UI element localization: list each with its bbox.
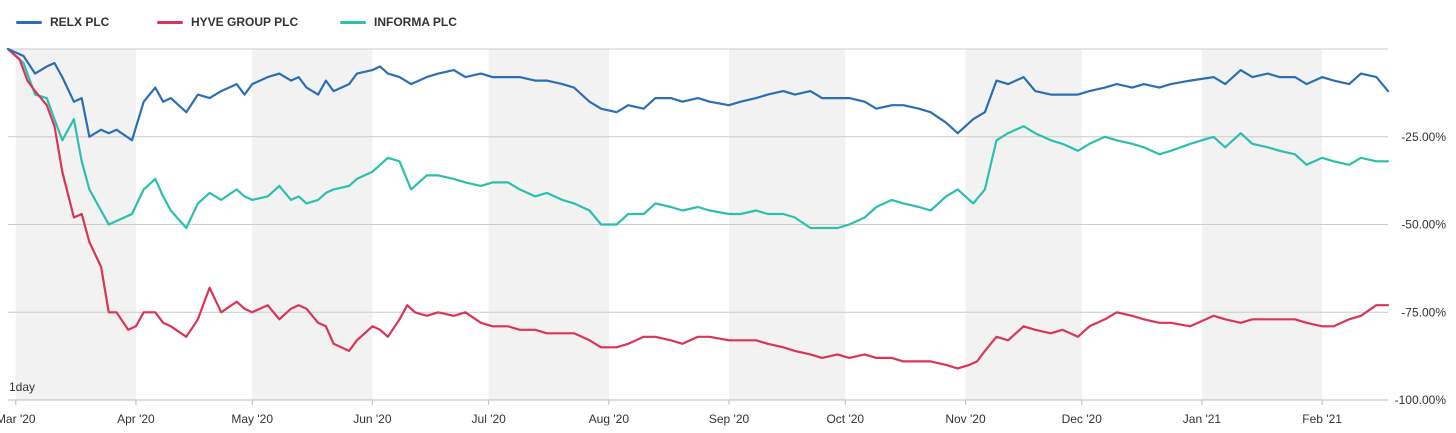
x-tick-label: Apr '20 <box>117 412 155 426</box>
y-tick-label: -50.00% <box>1401 218 1446 232</box>
legend-item-hyve[interactable]: HYVE GROUP PLC <box>157 14 298 30</box>
y-tick-label: -100.00% <box>1395 393 1447 407</box>
legend-label-hyve: HYVE GROUP PLC <box>191 15 299 29</box>
series-line-relx-plc <box>6 47 1390 142</box>
legend-swatch-hyve <box>157 20 183 24</box>
x-tick-label: Aug '20 <box>589 412 630 426</box>
series-line-hyve-group-plc <box>6 47 1390 370</box>
series-lines <box>6 47 1390 370</box>
x-tick-label: May '20 <box>231 412 273 426</box>
y-axis-labels: -25.00% -50.00% -75.00% -100.00% <box>1395 130 1447 407</box>
legend-item-informa[interactable]: INFORMA PLC <box>340 14 457 30</box>
legend-label-informa: INFORMA PLC <box>374 15 457 29</box>
legend-swatch-relx <box>16 20 42 24</box>
x-tick-label: Feb '21 <box>1302 412 1342 426</box>
x-tick-label: Mar '20 <box>0 412 36 426</box>
legend-swatch-informa <box>340 20 366 24</box>
y-tick-label: -25.00% <box>1401 130 1446 144</box>
x-tick-label: Jan '21 <box>1183 412 1222 426</box>
y-tick-label: -75.00% <box>1401 305 1446 319</box>
grid-lines <box>8 48 1388 405</box>
x-tick-label: Sep '20 <box>709 412 750 426</box>
x-tick-label: Nov '20 <box>945 412 986 426</box>
series-line-informa-plc <box>6 47 1390 230</box>
x-tick-label: Oct '20 <box>826 412 864 426</box>
interval-label: 1day <box>9 380 36 394</box>
x-tick-label: Jul '20 <box>472 412 507 426</box>
legend-item-relx[interactable]: RELX PLC <box>16 14 109 30</box>
x-tick-label: Dec '20 <box>1062 412 1103 426</box>
x-axis-labels: Mar '20 Apr '20 May '20 Jun '20 Jul '20 Aug '… <box>0 412 1342 426</box>
legend-label-relx: RELX PLC <box>50 15 110 29</box>
x-tick-label: Jun '20 <box>353 412 392 426</box>
